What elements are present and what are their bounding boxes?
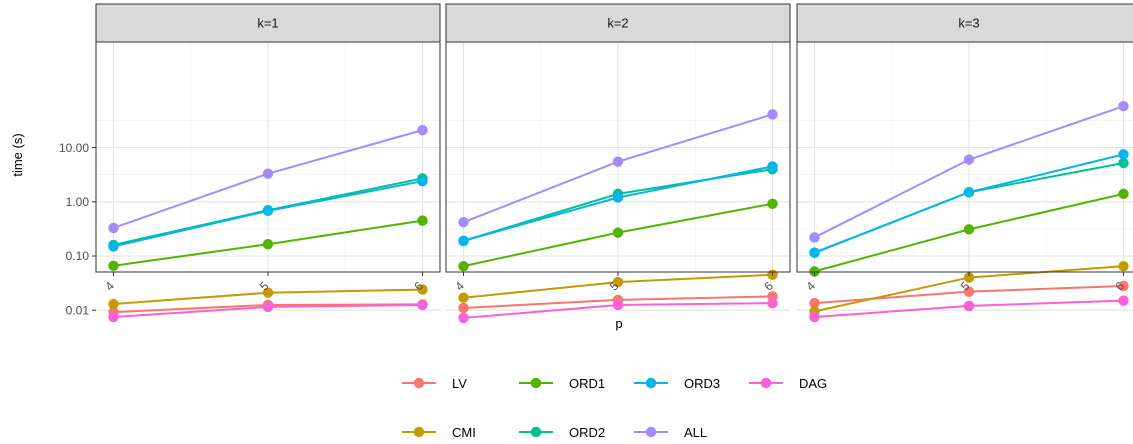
y-axis-title: time (s) [10, 133, 25, 176]
data-point-cmi [1118, 260, 1129, 272]
x-tick-label: 4 [803, 279, 818, 294]
data-point-ord3 [458, 235, 469, 247]
data-point-all [458, 217, 469, 228]
data-point-ord3 [417, 175, 428, 187]
data-point-ord1 [417, 215, 428, 226]
data-point-dag [262, 301, 274, 313]
legend-label: ALL [684, 425, 707, 440]
data-point-ord3 [612, 192, 624, 203]
legend-label: LV [452, 376, 467, 391]
y-tick-label: 1.00 [66, 195, 90, 209]
data-point-all [809, 232, 820, 243]
data-point-dag [1118, 295, 1129, 306]
data-point-all [262, 168, 274, 179]
legend-label: ORD2 [569, 425, 605, 440]
facet-strip [796, 3, 1133, 43]
panel-k-1: k=14 5 6 [95, 3, 441, 323]
data-point-ord1 [767, 198, 778, 209]
facet-strip-label: k=3 [958, 16, 979, 31]
data-point-ord1 [809, 266, 820, 277]
data-point-dag [108, 311, 119, 323]
x-tick-label: 4 [452, 279, 467, 294]
legend-key-point [760, 377, 772, 389]
data-point-all [108, 222, 119, 234]
legend-item-dag: DAG [749, 376, 827, 391]
legend-label: ORD3 [684, 376, 720, 391]
legend-item-ord3: ORD3 [634, 376, 720, 391]
data-point-ord1 [262, 239, 274, 250]
legend-key-point [645, 377, 657, 389]
data-point-cmi [417, 284, 428, 295]
data-point-dag [963, 300, 975, 312]
legend-key-point [530, 426, 542, 438]
data-point-cmi [108, 298, 119, 310]
legend-label: ORD1 [569, 376, 605, 391]
y-tick-label: 10.00 [59, 141, 89, 155]
legend-key-point [413, 426, 425, 438]
data-point-ord1 [1118, 188, 1129, 200]
legend-key-point [645, 426, 657, 438]
data-point-all [1118, 101, 1129, 112]
data-point-ord3 [108, 241, 119, 252]
panel-k-3: k=34 5 6 [796, 3, 1133, 323]
legend: LV CMI ORD1 ORD2 ORD3 ALL DAG [402, 376, 827, 440]
y-tick-label: 0.01 [66, 303, 90, 317]
data-point-cmi [262, 287, 274, 298]
data-point-all [612, 156, 624, 167]
data-point-cmi [612, 276, 624, 288]
data-point-ord3 [809, 247, 820, 258]
y-axis: 0.01 0.10 1.00 10.00 [59, 141, 96, 317]
data-point-lv [963, 286, 975, 297]
legend-item-all: ALL [634, 425, 707, 440]
legend-label: CMI [452, 425, 476, 440]
legend-key-point [530, 377, 542, 389]
legend-key-point [413, 377, 425, 389]
data-point-lv [809, 297, 820, 309]
facet-strip-label: k=2 [607, 16, 628, 31]
data-point-ord3 [262, 205, 274, 217]
facet-strip [445, 3, 791, 43]
data-point-lv [458, 302, 469, 314]
data-point-lv [1118, 280, 1129, 292]
data-point-ord1 [108, 260, 119, 271]
data-point-all [767, 109, 778, 120]
data-point-dag [767, 297, 778, 309]
data-point-all [963, 154, 975, 165]
data-point-dag [809, 311, 820, 323]
facet-strip-label: k=1 [257, 16, 278, 31]
data-point-ord2 [1118, 157, 1129, 169]
data-point-ord3 [1118, 149, 1129, 160]
data-point-cmi [458, 292, 469, 303]
data-point-ord1 [458, 260, 469, 272]
data-point-cmi [963, 272, 975, 283]
legend-item-cmi: CMI [402, 425, 476, 440]
data-point-ord1 [963, 224, 975, 235]
data-point-ord3 [963, 187, 975, 198]
x-tick-label: 6 [761, 279, 776, 294]
data-point-all [417, 124, 428, 136]
y-tick-label: 0.10 [66, 249, 90, 263]
panel-k-2: k=24 5 6 [445, 3, 791, 324]
data-point-dag [458, 312, 469, 324]
data-point-dag [612, 299, 624, 311]
data-point-dag [417, 299, 428, 311]
legend-item-ord2: ORD2 [519, 425, 605, 440]
facet-strip [95, 3, 441, 43]
legend-label: DAG [799, 376, 827, 391]
legend-item-lv: LV [402, 376, 467, 391]
x-tick-label: 4 [102, 279, 117, 294]
legend-item-ord1: ORD1 [519, 376, 605, 391]
facet-panels: k=14 5 6k=24 5 6k=34 5 6 [95, 3, 1133, 324]
x-axis-title: p [615, 316, 622, 331]
data-point-ord3 [767, 161, 778, 172]
data-point-ord1 [612, 227, 624, 238]
